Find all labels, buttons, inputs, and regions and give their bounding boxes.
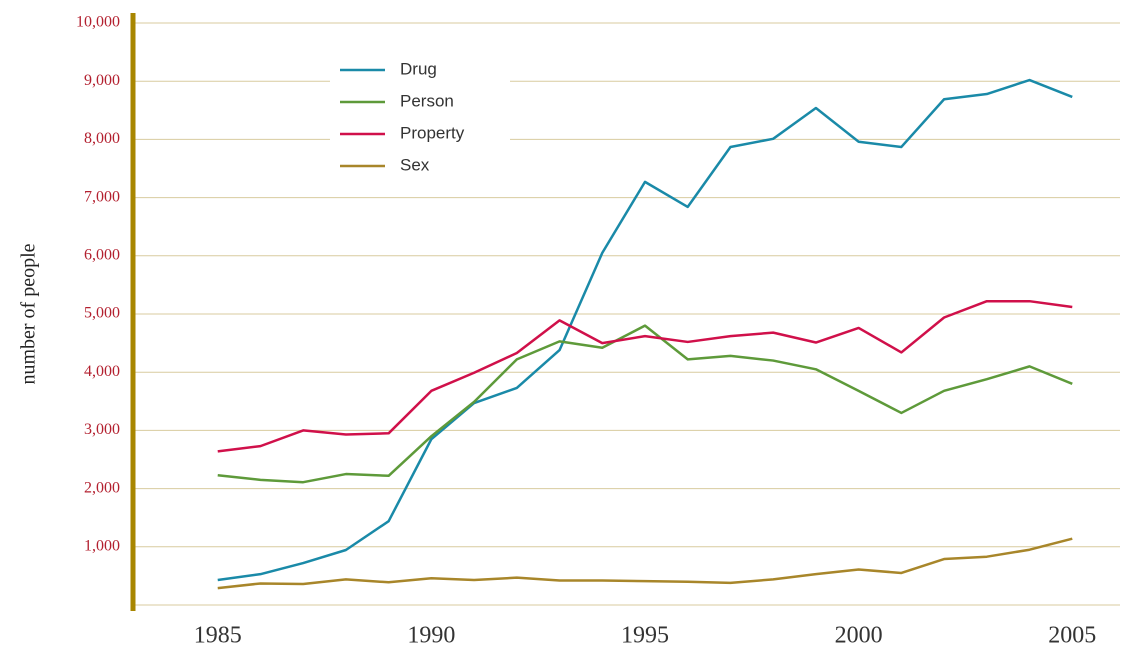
x-tick-label: 1995: [621, 623, 669, 649]
legend-label: Person: [400, 91, 454, 110]
y-tick-label: 1,000: [84, 537, 120, 554]
legend: Drug Person Property Sex: [330, 55, 510, 183]
line-series: [217, 324, 1073, 484]
line-series: [217, 299, 1073, 453]
y-tick-label: 9,000: [84, 72, 120, 89]
y-axis-label: number of people: [18, 243, 40, 384]
y-tick-label: 5,000: [84, 305, 120, 322]
y-tick-label: 2,000: [84, 479, 120, 496]
x-tick-label: 2005: [1048, 623, 1096, 649]
x-tick-label: 2000: [835, 623, 883, 649]
x-tick-label: 1990: [407, 623, 455, 649]
y-tick-label: 3,000: [84, 421, 120, 438]
y-tick-label: 7,000: [84, 188, 120, 205]
y-tick-label: 10,000: [76, 14, 120, 31]
y-tick-label: 8,000: [84, 130, 120, 147]
y-tick-label: 6,000: [84, 246, 120, 263]
line-series: [217, 537, 1073, 590]
legend-background: [330, 55, 510, 183]
legend-label: Property: [400, 123, 465, 142]
legend-label: Sex: [400, 155, 430, 174]
x-tick-label: 1985: [194, 623, 242, 649]
line-series: [217, 78, 1073, 582]
y-tick-label: 4,000: [84, 363, 120, 380]
legend-label: Drug: [400, 59, 437, 78]
